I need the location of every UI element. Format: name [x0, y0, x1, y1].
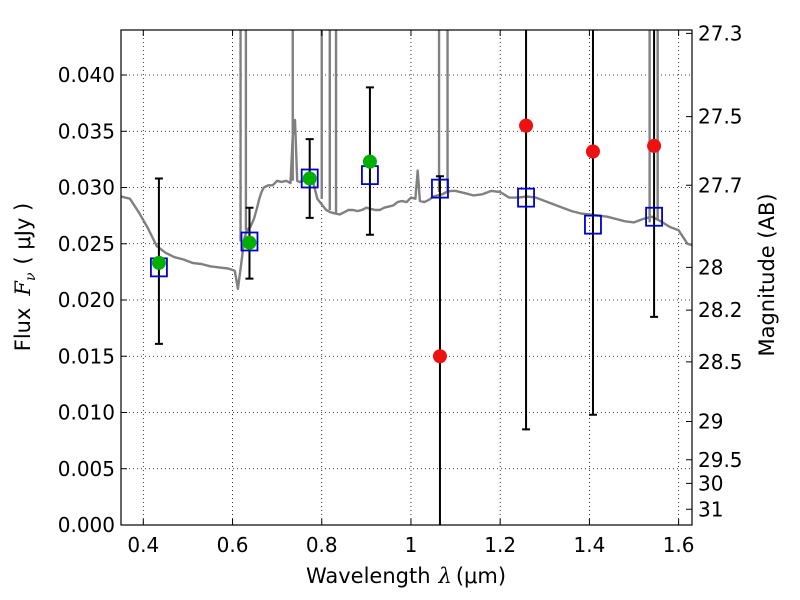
model-square-point — [240, 231, 259, 252]
y2-tick-label: 29.5 — [698, 448, 743, 472]
x-axis-title: Wavelength λ (μm) — [306, 564, 506, 588]
y-tick-label: 0.035 — [58, 119, 115, 143]
green-data-point — [302, 171, 317, 186]
y-tick-label: 0.030 — [58, 176, 115, 200]
y2-tick-label: 27.3 — [698, 21, 743, 45]
x-tick-label: 0.6 — [217, 533, 249, 557]
y-tick-label: 0.010 — [58, 401, 115, 425]
y2-tick-label: 28 — [698, 255, 723, 279]
y-tick-label: 0.015 — [58, 344, 115, 368]
y-tick-label: 0.020 — [58, 288, 115, 312]
red-data-point — [647, 138, 662, 153]
y2-axis-title: Magnitude (AB) — [755, 193, 779, 356]
y-tick-label: 0.005 — [58, 457, 115, 481]
y2-tick-label: 30 — [698, 471, 723, 495]
marker-layer — [150, 118, 663, 364]
model-square-point — [517, 187, 535, 208]
x-tick-label: 1.2 — [484, 533, 516, 557]
y2-tick-label: 27.5 — [698, 105, 743, 129]
tick-layer: 0.4 0.6 0.8 1 1.2 1.4 1.6 0.000 0.005 0.010 0.015 0… — [58, 21, 743, 557]
y-axis-title: FluxFν( μJy ) — [11, 203, 39, 351]
model-square-point — [584, 214, 602, 235]
x-tick-label: 1.6 — [663, 533, 695, 557]
y2-tick-label: 28.2 — [698, 298, 743, 322]
y-tick-label: 0.000 — [58, 513, 115, 537]
spectrum-line — [121, 118, 692, 290]
x-tick-label: 0.8 — [306, 533, 338, 557]
green-data-point — [362, 154, 377, 169]
y2-tick-label: 27.7 — [698, 173, 743, 197]
spectrum-layer — [121, 30, 692, 290]
plot-frame — [120, 29, 693, 526]
model-square-point — [300, 168, 319, 189]
plot-background — [121, 30, 692, 525]
y2-tick-label: 28.5 — [698, 350, 743, 374]
x-tick-label: 1.4 — [573, 533, 605, 557]
model-square-point — [431, 178, 449, 199]
green-data-point — [151, 255, 166, 270]
model-square-point — [645, 206, 663, 227]
y-tick-label: 0.040 — [58, 63, 115, 87]
x-tick-label: 0.4 — [127, 533, 159, 557]
red-data-point — [432, 349, 447, 364]
x-tick-label: 1 — [405, 533, 418, 557]
grid — [121, 30, 692, 526]
red-data-point — [585, 144, 600, 159]
y2-tick-label: 31 — [698, 497, 723, 521]
green-data-point — [242, 235, 257, 250]
red-data-point — [519, 118, 534, 133]
y2-tick-label: 29 — [698, 410, 723, 434]
y-tick-label: 0.025 — [58, 232, 115, 256]
